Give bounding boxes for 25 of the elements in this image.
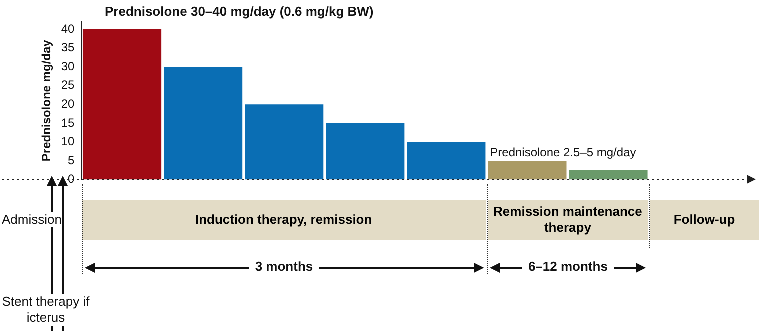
- y-tick-label: 35: [61, 40, 76, 55]
- y-tick-label: 20: [61, 96, 76, 111]
- y-tick-label: 40: [61, 22, 76, 36]
- text: Stent therapy if icterus: [0, 294, 92, 326]
- text: Follow-up: [650, 200, 759, 240]
- text: 6–12 months: [522, 259, 614, 274]
- bar: [164, 67, 243, 180]
- text: Induction therapy, remission: [82, 200, 486, 240]
- y-tick-label: 25: [61, 78, 76, 92]
- bar: [488, 161, 567, 180]
- text: Remission maintenance therapy: [488, 200, 648, 240]
- bar: [569, 170, 648, 180]
- y-tick-label: 5: [68, 153, 76, 168]
- annotation: Prednisolone 2.5–5 mg/day: [490, 145, 636, 160]
- text: Admission: [2, 212, 62, 227]
- bar: [245, 104, 324, 180]
- bar: [407, 142, 486, 180]
- bar: [82, 30, 162, 180]
- y-tick-label: 30: [61, 59, 76, 74]
- text: 3 months: [249, 259, 320, 274]
- y-tick-label: 15: [61, 116, 76, 130]
- bar: [326, 123, 405, 180]
- y-tick-label: 10: [61, 134, 76, 149]
- y-axis-title: Prednisolone mg/day: [40, 40, 54, 162]
- chart-title: Prednisolone 30–40 mg/day (0.6 mg/kg BW): [105, 4, 374, 19]
